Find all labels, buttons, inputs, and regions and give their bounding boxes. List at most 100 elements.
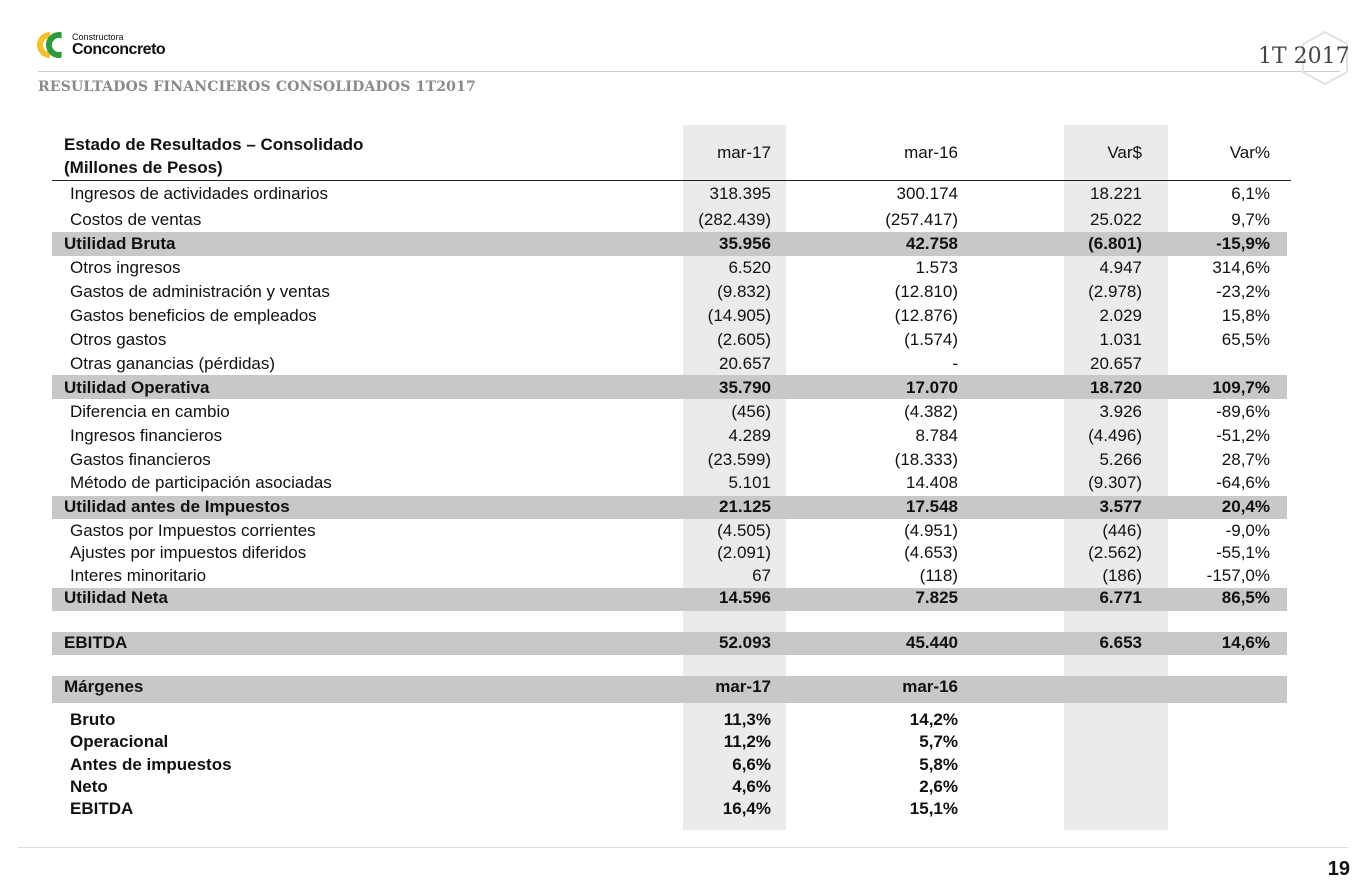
row-label: Gastos financieros [70, 450, 211, 469]
row-value-var-pct: -23,2% [1216, 282, 1270, 301]
row-value-mar17: 67 [752, 566, 771, 585]
row-value-var-pct: 14,6% [1221, 633, 1270, 652]
row-value-mar17: (14.905) [707, 306, 771, 325]
row-value-mar16: 14,2% [909, 710, 958, 729]
logo-mark-icon [37, 32, 73, 58]
row-value-var-abs: (9.307) [1088, 473, 1142, 492]
row-value-mar17: (23.599) [707, 450, 771, 469]
table-title: Estado de Resultados – Consolidado [64, 135, 364, 154]
row-value-var-abs: 3.577 [1099, 497, 1142, 516]
row-label: Otros ingresos [70, 258, 181, 277]
row-value-var-abs: (2.562) [1088, 543, 1142, 562]
row-value-var-abs: 4.947 [1099, 258, 1142, 277]
row-value-mar16: 8.784 [915, 426, 958, 445]
row-value-var-pct: 65,5% [1221, 330, 1270, 349]
row-label: Gastos por Impuestos corrientes [70, 521, 316, 540]
row-value-mar17: 21.125 [719, 497, 771, 516]
row-label: Bruto [70, 710, 116, 729]
row-label: Ingresos de actividades ordinarios [70, 184, 328, 203]
row-value-mar16: (18.333) [894, 450, 958, 469]
row-label: Márgenes [64, 677, 144, 696]
row-value-mar17: 14.596 [719, 588, 771, 607]
row-value-var-pct: -15,9% [1216, 234, 1270, 253]
row-value-mar16: 300.174 [896, 184, 958, 203]
row-value-var-pct: 9,7% [1231, 210, 1270, 229]
page-title: RESULTADOS FINANCIEROS CONSOLIDADOS 1T20… [38, 79, 476, 95]
row-value-mar17: 35.956 [719, 234, 771, 253]
row-value-var-abs: (4.496) [1088, 426, 1142, 445]
row-label: Costos de ventas [70, 210, 202, 229]
row-value-mar17: (2.605) [717, 330, 771, 349]
header-rule [52, 180, 1291, 181]
row-label: Método de participación asociadas [70, 473, 332, 492]
row-value-mar17: mar-17 [715, 677, 771, 696]
row-value-mar17: 6.520 [728, 258, 771, 277]
row-value-mar17: (9.832) [717, 282, 771, 301]
row-value-var-abs: 6.653 [1099, 633, 1142, 652]
row-value-var-pct [1180, 775, 1270, 799]
table-subtitle: (Millones de Pesos) [64, 158, 223, 177]
row-label: Gastos de administración y ventas [70, 282, 330, 301]
row-value-mar17: (2.091) [717, 543, 771, 562]
row-value-mar16: 2,6% [919, 777, 958, 796]
row-value-var-abs [1060, 730, 1142, 754]
row-value-mar16: 7.825 [915, 588, 958, 607]
row-value-var-pct: -89,6% [1216, 402, 1270, 421]
row-value-var-pct: -55,1% [1216, 543, 1270, 562]
row-value-var-pct [1180, 352, 1270, 376]
row-label: Utilidad Neta [64, 588, 168, 607]
row-value-var-abs: (6.801) [1088, 234, 1142, 253]
row-value-mar17: (4.505) [717, 521, 771, 540]
row-value-mar16: - [952, 354, 958, 373]
row-value-mar17: 52.093 [719, 633, 771, 652]
row-label: Utilidad Operativa [64, 378, 210, 397]
row-value-var-abs: (2.978) [1088, 282, 1142, 301]
total-row-band [52, 232, 1287, 256]
page-number: 19 [1327, 858, 1350, 880]
row-value-mar17: 4.289 [728, 426, 771, 445]
row-label: EBITDA [64, 633, 128, 652]
row-value-mar17: 11,3% [723, 710, 771, 729]
row-value-var-pct: 109,7% [1212, 378, 1270, 397]
header-divider [38, 71, 1340, 72]
row-value-var-pct: -9,0% [1225, 521, 1270, 540]
row-value-var-abs [1060, 797, 1142, 821]
row-value-mar16: (118) [919, 566, 958, 585]
row-label: Antes de impuestos [70, 755, 232, 774]
row-value-mar16: 17.548 [906, 497, 958, 516]
row-value-mar17: 4,6% [732, 777, 771, 796]
logo-line2: Conconcreto [72, 40, 166, 58]
hexagon-icon [1302, 30, 1348, 86]
footer-divider [18, 847, 1348, 848]
row-label: EBITDA [70, 799, 134, 818]
logo-line1: Constructora [72, 31, 124, 42]
row-value-var-abs: 18.720 [1090, 378, 1142, 397]
row-value-mar17: (456) [731, 402, 771, 421]
row-value-mar16: 1.573 [915, 258, 958, 277]
row-value-mar16: 14.408 [906, 473, 958, 492]
col-header-mar17: mar-17 [717, 143, 771, 162]
row-value-mar17: 11,2% [723, 732, 771, 751]
row-value-var-abs: 18.221 [1090, 184, 1142, 203]
row-value-var-abs: 20.657 [1090, 354, 1142, 373]
row-value-mar16: (4.382) [904, 402, 958, 421]
row-value-mar16: mar-16 [902, 677, 958, 696]
row-value-var-pct: 20,4% [1221, 497, 1270, 516]
row-value-mar16: 15,1% [909, 799, 958, 818]
row-value-mar16: (12.810) [894, 282, 958, 301]
row-value-var-pct: 28,7% [1221, 450, 1270, 469]
row-value-var-pct [1180, 675, 1270, 699]
row-value-var-abs: 25.022 [1090, 210, 1142, 229]
row-label: Neto [70, 777, 108, 796]
row-value-mar16: (4.653) [904, 543, 958, 562]
row-label: Diferencia en cambio [70, 402, 230, 421]
row-value-var-pct: 15,8% [1221, 306, 1270, 325]
row-value-mar17: 318.395 [709, 184, 771, 203]
row-value-var-pct [1180, 753, 1270, 777]
row-value-mar17: 20.657 [719, 354, 771, 373]
row-label: Utilidad antes de Impuestos [64, 497, 290, 516]
row-label: Ingresos financieros [70, 426, 223, 445]
row-value-var-abs: 6.771 [1099, 588, 1142, 607]
row-label: Gastos beneficios de empleados [70, 306, 317, 325]
row-value-mar16: 45.440 [906, 633, 958, 652]
